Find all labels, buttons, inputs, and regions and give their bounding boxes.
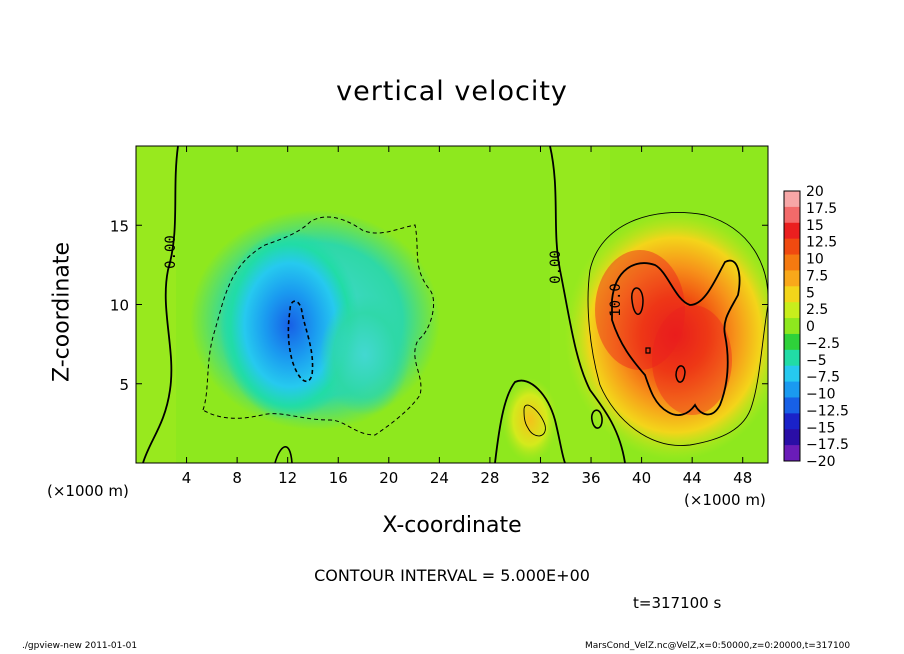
fifteen-contour-c [645,347,651,354]
x-tick-label: 44 [683,469,702,487]
x-tick-label: 24 [430,469,449,487]
colorbar-swatch [784,286,800,303]
zero-contour-bump [494,379,566,463]
footer-left: ./gpview-new 2011-01-01 [22,641,138,651]
x-tick-label: 12 [278,469,297,487]
colorbar-label: −10 [806,387,836,403]
colorbar-swatch [784,222,800,240]
colorbar-swatch [784,206,800,224]
x-tick-label: 32 [531,469,550,487]
y-axis-ticks: 5 10 15 [110,217,768,394]
fifteen-contour-b [675,365,686,383]
five-contour [587,212,768,446]
x-tick-label: 48 [733,469,752,487]
colorbar-swatch [784,397,800,414]
x-tick-label: 28 [480,469,499,487]
colorbar-swatch [784,381,800,398]
colorbar-swatch [784,238,800,256]
y-tick-label: 5 [119,376,129,394]
contour-label-zero-left: 0.00 [163,235,179,269]
y-tick-label: 15 [110,217,129,235]
colorbar-swatch [784,349,800,367]
colorbar-label: 0 [806,319,815,335]
colorbar-label: 15 [806,218,824,234]
colorbar-label: 12.5 [806,235,837,251]
neg-five-contour [202,216,434,436]
colorbar-label: −15 [806,420,836,436]
colorbar-label: −20 [806,454,836,470]
chart-title: vertical velocity [336,76,568,107]
x-tick-label: 36 [581,469,600,487]
x-tick-label: 16 [329,469,348,487]
colorbar-swatch [784,429,800,446]
colorbar-label: −7.5 [806,370,840,386]
zero-contour-right [549,146,626,463]
x-tick-label: 4 [182,469,192,487]
footer-right: MarsCond_VelZ.nc@VelZ,x=0:50000,z=0:2000… [585,641,851,651]
x-axis-ticks: 4 8 12 16 20 24 28 32 36 40 44 48 [182,146,752,487]
colorbar-label: 5 [806,285,815,301]
colorbar-swatch [784,270,800,287]
colorbar-frame [783,190,801,462]
contour-label-ten: 10.0 [608,283,624,317]
x-tick-label: 20 [379,469,398,487]
five-contour-small [523,404,546,437]
ten-contour [611,259,741,416]
colorbar-swatch [784,365,800,383]
x-unit-label-right: (×1000 m) [684,491,766,509]
velocity-field [136,146,768,463]
zero-contour-left [142,146,179,463]
zero-contour-loop [590,409,603,429]
neg-ten-contour [287,300,314,383]
colorbar-swatch [784,445,800,462]
zero-contour-small [274,446,293,463]
colorbar-swatch [784,413,800,430]
colorbar: 2017.51512.5107.552.50−2.5−5−7.5−10−12.5… [783,184,849,470]
fifteen-contour-a [631,287,644,315]
x-axis-label: X-coordinate [382,513,522,538]
colorbar-swatch [784,302,800,319]
colorbar-label: 20 [806,184,824,200]
contour-interval-text: CONTOUR INTERVAL = 5.000E+00 [314,566,590,585]
time-label: t=317100 s [633,594,722,612]
colorbar-swatch [784,318,800,335]
x-tick-label: 40 [632,469,651,487]
colorbar-swatch [784,333,800,351]
colorbar-label: −12.5 [806,403,849,419]
colorbar-label: −5 [806,353,827,369]
x-tick-label: 8 [232,469,242,487]
colorbar-swatch [784,191,800,208]
colorbar-label: 2.5 [806,302,828,318]
colorbar-label: 10 [806,252,824,268]
colorbar-label: 17.5 [806,201,837,217]
contour-label-zero-right: 0.00 [548,250,564,284]
y-axis-label: Z-coordinate [49,242,75,382]
colorbar-label: 7.5 [806,268,828,284]
x-unit-label-left: (×1000 m) [47,482,129,500]
colorbar-swatch [784,254,800,271]
colorbar-label: −17.5 [806,437,849,453]
y-tick-label: 10 [110,297,129,315]
contour-lines [142,146,768,463]
colorbar-label: −2.5 [806,336,840,352]
